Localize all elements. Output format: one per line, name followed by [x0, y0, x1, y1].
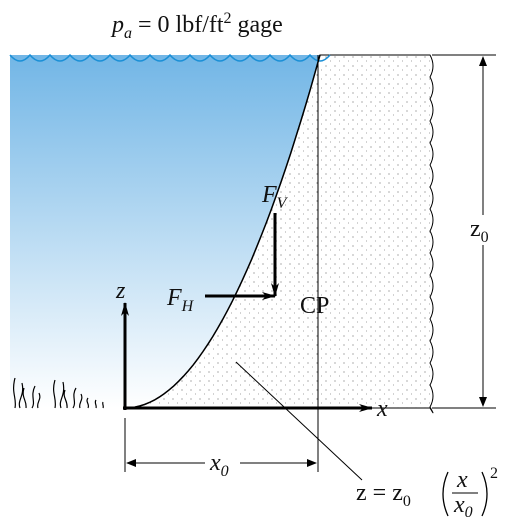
equation-leader [235, 361, 363, 481]
width-label: x0 [209, 450, 229, 480]
subscript: V [277, 195, 289, 212]
lhs-subscript: 0 [403, 493, 411, 510]
parenthesis [481, 471, 488, 517]
x-axis-label: x [376, 396, 388, 422]
symbol: z [470, 216, 481, 242]
subscript: H [181, 298, 195, 315]
curve-equation: z = z0 x x0 2 [356, 465, 498, 521]
subscript: 0 [465, 504, 473, 521]
force-horizontal-label: FH [166, 285, 195, 315]
suffix: gage [232, 12, 283, 38]
dam-face-curve [124, 54, 321, 409]
parenthesis [442, 471, 449, 517]
text: = 0 lbf/ft [132, 12, 224, 38]
symbol: p [110, 12, 124, 38]
subscript: 0 [481, 229, 489, 246]
symbol: F [261, 182, 277, 208]
z-axis-label: z [115, 278, 126, 304]
lhs: z = z [356, 480, 403, 506]
equation-lhs: z = z0 [356, 480, 411, 510]
subscript: a [124, 25, 132, 42]
pressure-label: pa = 0 lbf/ft2 gage [110, 10, 283, 42]
symbol: x [209, 450, 221, 476]
height-label: z0 [470, 216, 489, 246]
force-vertical-label: FV [261, 182, 289, 212]
denominator: x0 [453, 492, 473, 521]
exponent: 2 [490, 465, 498, 482]
symbol: F [166, 285, 182, 311]
water [10, 55, 320, 408]
cp-label: CP [300, 293, 329, 319]
water-surface [9, 53, 331, 62]
superscript: 2 [224, 10, 232, 27]
numerator: x [456, 467, 468, 493]
seaweed [12, 377, 104, 409]
symbol: x [453, 492, 465, 518]
subscript: 0 [221, 463, 229, 480]
